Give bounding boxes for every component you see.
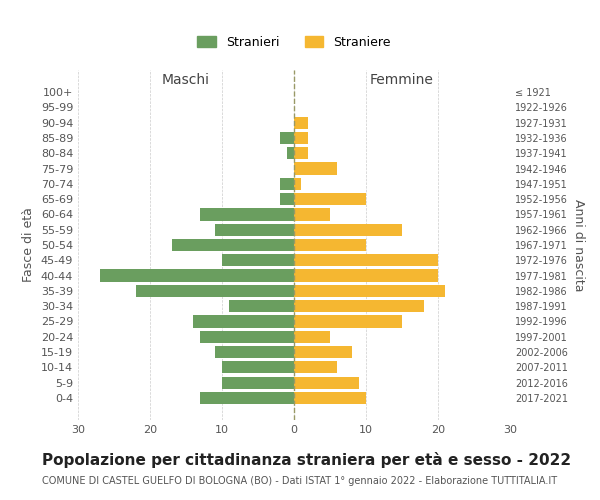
Bar <box>294 162 337 174</box>
Bar <box>294 270 438 281</box>
Bar <box>294 346 352 358</box>
Text: Femmine: Femmine <box>370 73 434 87</box>
Bar <box>222 254 294 266</box>
Bar <box>294 147 308 160</box>
Bar <box>294 132 308 144</box>
Bar <box>280 178 294 190</box>
Bar <box>294 254 438 266</box>
Bar <box>280 132 294 144</box>
Bar <box>200 392 294 404</box>
Bar <box>172 239 294 251</box>
Bar <box>222 362 294 374</box>
Bar <box>280 193 294 205</box>
Bar <box>294 178 301 190</box>
Bar <box>294 330 330 343</box>
Bar <box>294 224 402 236</box>
Bar <box>294 208 330 220</box>
Y-axis label: Fasce di età: Fasce di età <box>22 208 35 282</box>
Bar <box>294 193 366 205</box>
Bar <box>215 224 294 236</box>
Bar <box>294 376 359 389</box>
Bar <box>294 239 366 251</box>
Bar <box>222 376 294 389</box>
Bar <box>294 285 445 297</box>
Bar <box>294 316 402 328</box>
Bar <box>200 208 294 220</box>
Bar <box>294 392 366 404</box>
Bar <box>193 316 294 328</box>
Bar <box>200 330 294 343</box>
Bar <box>294 362 337 374</box>
Text: Maschi: Maschi <box>162 73 210 87</box>
Bar <box>100 270 294 281</box>
Bar <box>287 147 294 160</box>
Bar <box>294 300 424 312</box>
Text: COMUNE DI CASTEL GUELFO DI BOLOGNA (BO) - Dati ISTAT 1° gennaio 2022 - Elaborazi: COMUNE DI CASTEL GUELFO DI BOLOGNA (BO) … <box>42 476 557 486</box>
Bar <box>294 116 308 128</box>
Legend: Stranieri, Straniere: Stranieri, Straniere <box>192 31 396 54</box>
Bar <box>136 285 294 297</box>
Bar <box>215 346 294 358</box>
Text: Popolazione per cittadinanza straniera per età e sesso - 2022: Popolazione per cittadinanza straniera p… <box>42 452 571 468</box>
Bar <box>229 300 294 312</box>
Y-axis label: Anni di nascita: Anni di nascita <box>572 198 584 291</box>
